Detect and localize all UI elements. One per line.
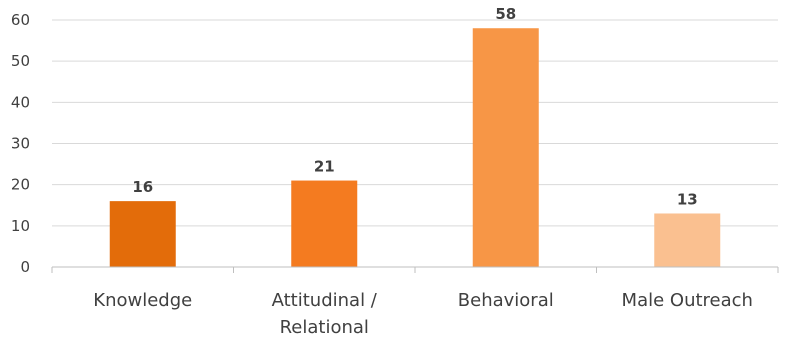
data-label: 21 <box>314 158 335 176</box>
y-tick-label: 0 <box>20 258 30 276</box>
x-axis-labels: Knowledge Attitudinal / Relational Behavior… <box>93 290 753 338</box>
y-tick-label: 20 <box>11 176 30 194</box>
data-label: 16 <box>132 178 153 196</box>
gridlines <box>52 19 778 227</box>
x-category-label: Attitudinal / <box>272 290 378 311</box>
y-tick-label: 10 <box>11 217 30 235</box>
bars <box>109 28 721 267</box>
x-axis <box>51 266 779 273</box>
data-label: 13 <box>677 190 698 208</box>
bar-knowledge <box>109 201 176 267</box>
x-category-label: Male Outreach <box>622 290 753 311</box>
x-category-label: Behavioral <box>458 290 554 311</box>
y-axis-ticks: 0 10 20 30 40 50 60 <box>11 11 30 276</box>
data-label: 58 <box>495 5 516 23</box>
y-tick-label: 30 <box>11 135 30 153</box>
y-tick-label: 60 <box>11 11 30 29</box>
x-category-label: Knowledge <box>93 290 192 311</box>
bar-male-outreach <box>654 213 721 267</box>
y-tick-label: 50 <box>11 52 30 70</box>
x-category-label: Relational <box>280 317 369 338</box>
data-labels: 16 21 58 13 <box>132 5 697 208</box>
bar-behavioral <box>472 28 539 267</box>
bar-attitudinal-relational <box>291 180 358 267</box>
y-tick-label: 40 <box>11 93 30 111</box>
